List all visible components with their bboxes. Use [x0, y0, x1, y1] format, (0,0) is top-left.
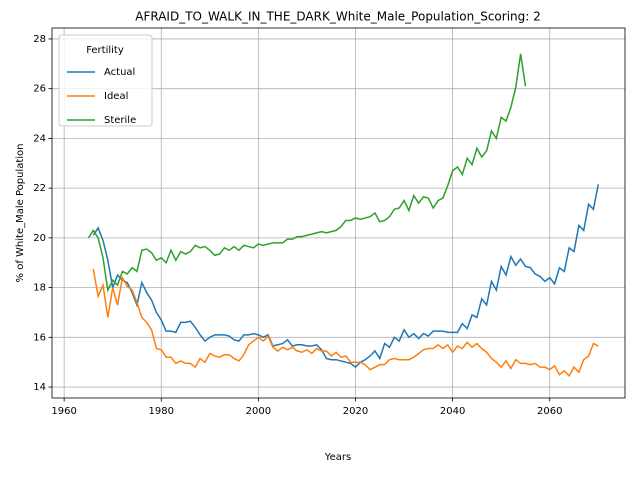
- x-tick-label: 2020: [343, 406, 368, 417]
- series-line: [87, 53, 527, 293]
- y-tick-label: 28: [33, 34, 46, 45]
- y-tick-label: 16: [33, 332, 46, 343]
- y-tick-label: 26: [33, 84, 46, 95]
- series-line: [92, 268, 599, 378]
- x-tick-label: 2000: [246, 406, 271, 417]
- chart-title: AFRAID_TO_WALK_IN_THE_DARK_White_Male_Po…: [135, 10, 541, 24]
- legend-box: [58, 34, 153, 127]
- y-axis-label: % of White_Male Population: [15, 144, 26, 283]
- legend-title: Fertility: [86, 45, 124, 56]
- x-tick-label: 1980: [149, 406, 174, 417]
- legend-label: Ideal: [104, 91, 128, 102]
- y-tick-label: 18: [33, 283, 46, 294]
- x-tick-label: 1960: [51, 406, 76, 417]
- legend-label: Sterile: [104, 115, 136, 126]
- y-tick-label: 24: [33, 133, 46, 144]
- x-tick-label: 2040: [440, 406, 465, 417]
- plot-frame: [51, 27, 626, 399]
- y-tick-label: 14: [33, 382, 46, 393]
- y-tick-label: 22: [33, 183, 46, 194]
- series-line: [92, 184, 600, 369]
- legend-label: Actual: [104, 67, 135, 78]
- x-axis-label: Years: [324, 452, 351, 463]
- y-tick-label: 20: [33, 233, 46, 244]
- x-tick-label: 2060: [537, 406, 562, 417]
